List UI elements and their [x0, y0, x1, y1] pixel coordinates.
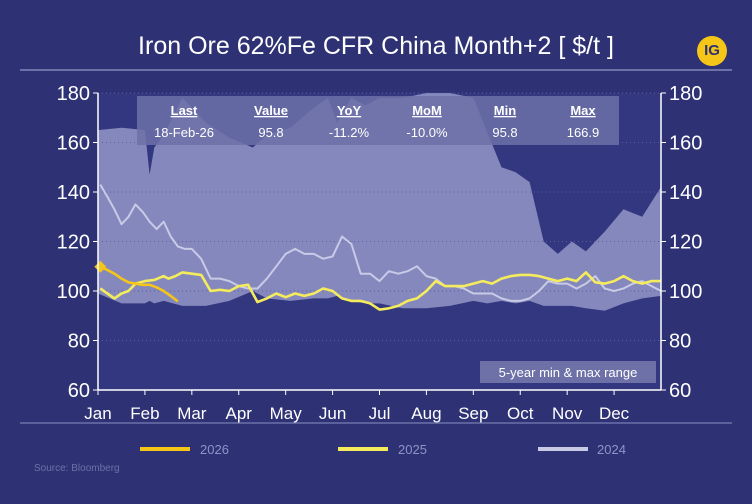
- stats-header-value: Value: [254, 103, 288, 118]
- x-tick-label: Nov: [552, 404, 583, 423]
- stats-box: [137, 96, 619, 145]
- y-tick-label-right: 120: [669, 232, 702, 254]
- series-2026-line: [99, 265, 179, 303]
- y-tick-label-right: 60: [669, 380, 691, 402]
- y-tick-label-left: 120: [57, 232, 90, 254]
- stats-value-mom: -10.0%: [406, 125, 448, 140]
- x-tick-label: Feb: [130, 404, 159, 423]
- x-tick-label: Jan: [84, 404, 111, 423]
- stats-value-value: 95.8: [258, 125, 283, 140]
- stats-header-min: Min: [494, 103, 516, 118]
- stats-value-yoy: -11.2%: [329, 125, 370, 140]
- stats-header-last: Last: [171, 103, 198, 118]
- x-tick-label: Mar: [177, 404, 207, 423]
- stats-header-yoy: YoY: [337, 103, 362, 118]
- y-tick-label-right: 160: [669, 133, 702, 155]
- stats-value-last: 18-Feb-26: [154, 125, 214, 140]
- x-tick-label: Oct: [507, 404, 534, 423]
- x-tick-label: Dec: [599, 404, 630, 423]
- stats-value-min: 95.8: [492, 125, 517, 140]
- legend-label-2024: 2024: [597, 442, 626, 457]
- y-tick-label-right: 180: [669, 83, 702, 105]
- x-tick-label: Sep: [458, 404, 488, 423]
- stats-header-max: Max: [570, 103, 596, 118]
- stats-header-mom: MoM: [412, 103, 442, 118]
- x-tick-label: Apr: [226, 404, 253, 423]
- x-tick-label: Aug: [411, 404, 441, 423]
- chart-title: Iron Ore 62%Fe CFR China Month+2 [ $/t ]: [138, 32, 614, 60]
- x-tick-label: Jul: [369, 404, 391, 423]
- range-band: [98, 93, 661, 311]
- x-tick-label: Jun: [319, 404, 346, 423]
- ig-logo: IG: [697, 36, 727, 66]
- legend-label-2025: 2025: [398, 442, 427, 457]
- series-2024-line: [99, 184, 662, 302]
- y-tick-label-left: 100: [57, 281, 90, 303]
- source-note: Source: Bloomberg: [34, 463, 120, 474]
- series-2025-line: [99, 271, 661, 311]
- range-label-box: [480, 361, 656, 383]
- stats-table: Last Value YoY MoM Min Max 18-Feb-26 95.…: [154, 103, 599, 140]
- y-tick-label-left: 80: [68, 331, 90, 353]
- stats-value-max: 166.9: [567, 125, 600, 140]
- legend: 2026 2025 2024: [140, 442, 626, 457]
- y-tick-label-left: 60: [68, 380, 90, 402]
- y-tick-label-right: 80: [669, 331, 691, 353]
- y-tick-label-right: 140: [669, 182, 702, 204]
- y-tick-label-left: 160: [57, 133, 90, 155]
- x-tick-label: May: [270, 404, 303, 423]
- y-tick-label-left: 180: [57, 83, 90, 105]
- legend-label-2026: 2026: [200, 442, 229, 457]
- range-label: 5-year min & max range: [499, 365, 638, 380]
- y-tick-label-left: 140: [57, 182, 90, 204]
- y-tick-label-right: 100: [669, 281, 702, 303]
